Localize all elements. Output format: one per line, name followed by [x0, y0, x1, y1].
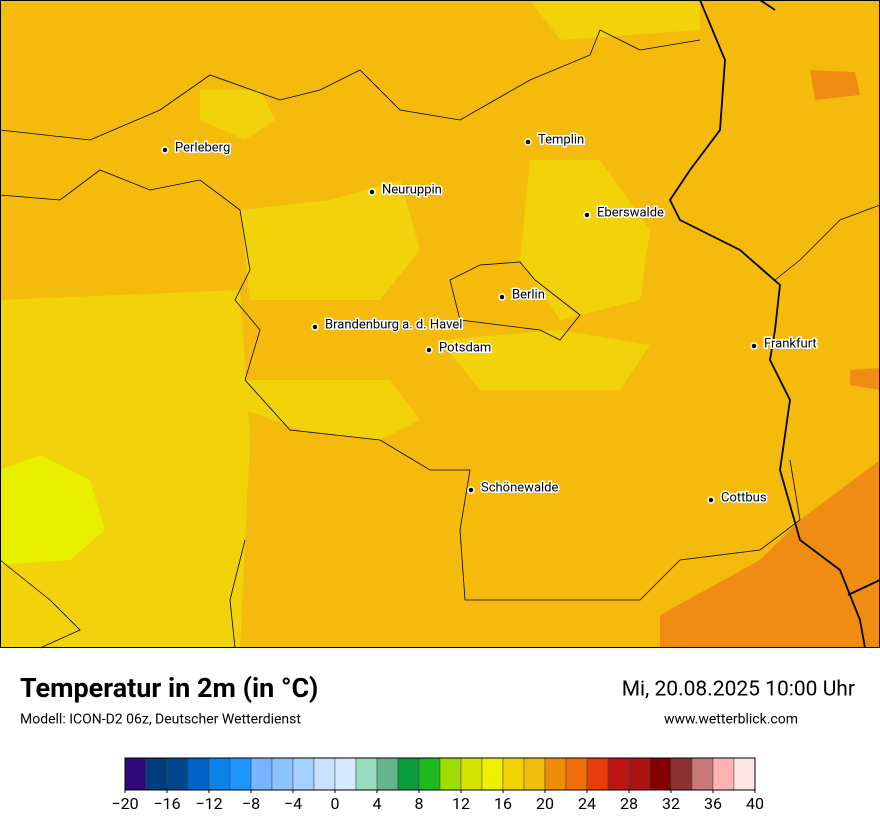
national-border [847, 579, 880, 596]
hot-zone [0, 455, 105, 565]
colorbar-cell [208, 757, 231, 791]
colorbar-cell [334, 757, 357, 791]
city-label: Berlin [512, 287, 545, 302]
city-dot [524, 138, 532, 146]
border [0, 169, 801, 601]
title: Temperatur in 2m (in °C) [20, 672, 318, 704]
date: Mi, 20.08.2025 10:00 Uhr [622, 678, 855, 702]
colorbar-cell [607, 757, 630, 791]
city-label: Potsdam [439, 340, 491, 355]
colorbar-tick-label: 8 [415, 794, 424, 813]
colorbar-tick-label: 20 [536, 794, 554, 813]
colorbar-cell [565, 757, 588, 791]
warm-zone [520, 160, 650, 320]
colorbar-tick-label: 0 [331, 794, 340, 813]
city-label: Eberswalde [597, 205, 664, 220]
warm-zone [530, 0, 700, 40]
city-label: Templin [538, 132, 584, 147]
colorbar-tick-label: −16 [153, 794, 180, 813]
colorbar-tick-label: 32 [662, 794, 680, 813]
colorbar-cell [544, 757, 567, 791]
colorbar-cell [691, 757, 714, 791]
colorbar-cell [502, 757, 525, 791]
warm-zone [240, 180, 420, 300]
colorbar-tick-label: 12 [452, 794, 470, 813]
colorbar-tick-label: −4 [284, 794, 302, 813]
city-dot [750, 342, 758, 350]
hot-zone [850, 368, 880, 390]
colorbar-cell [187, 757, 210, 791]
city-dot [425, 346, 433, 354]
warm-zone [240, 380, 420, 440]
colorbar-cell [292, 757, 315, 791]
colorbar-cell [229, 757, 252, 791]
colorbar-tick-label: −20 [111, 794, 138, 813]
warm-zone [440, 330, 650, 390]
colorbar-cell [313, 757, 336, 791]
city-label: Perleberg [175, 140, 230, 155]
colorbar-cell [733, 757, 756, 791]
colorbar-cell [397, 757, 420, 791]
city-dot [707, 496, 715, 504]
colorbar-cell [628, 757, 651, 791]
colorbar-cell [376, 757, 399, 791]
colorbar-tick-label: 16 [494, 794, 512, 813]
colorbar-cell [460, 757, 483, 791]
city-label: Schönewalde [481, 480, 559, 495]
city-dot [498, 293, 506, 301]
cities: Perleberg Neuruppin Templin Eberswalde Berli… [161, 131, 818, 507]
colorbar-cell [586, 757, 609, 791]
border [0, 559, 81, 649]
website: www.wetterblick.com [664, 712, 798, 728]
colorbar-tick-label: 24 [578, 794, 596, 813]
colorbar-cell [712, 757, 735, 791]
hot-zone [660, 460, 880, 648]
city-dot [368, 188, 376, 196]
border [449, 261, 581, 341]
city-dot [161, 146, 169, 154]
border [774, 204, 880, 281]
colorbar-tick-label: −12 [195, 794, 222, 813]
colorbar-cell [271, 757, 294, 791]
city-dot [311, 323, 319, 331]
colorbar-cell [481, 757, 504, 791]
colorbar-tick-label: 28 [620, 794, 638, 813]
colorbar-cell [166, 757, 189, 791]
border [0, 29, 701, 141]
map: Perleberg Neuruppin Templin Eberswalde Berli… [0, 0, 880, 649]
colorbar-cell [145, 757, 168, 791]
border [229, 539, 246, 649]
colorbar-cell [250, 757, 273, 791]
city-label: Frankfurt [764, 336, 817, 351]
city-dot [583, 211, 591, 219]
city-dot [467, 486, 475, 494]
colorbar-frame [124, 757, 756, 791]
city-label: Brandenburg a. d. Havel [325, 317, 462, 332]
colorbar-cell [124, 757, 147, 791]
national-border [668, 0, 866, 649]
colorbar: −20 −16 −12 −8 −4 0 4 8 12 16 20 24 28 32 36 40 [111, 757, 764, 813]
colorbar-cell [523, 757, 546, 791]
city-label: Cottbus [721, 490, 767, 505]
city-label: Neuruppin [382, 182, 442, 197]
colorbar-tick-label: 40 [746, 794, 764, 813]
colorbar-cell [418, 757, 441, 791]
national-border [759, 0, 776, 11]
colorbar-cell [649, 757, 672, 791]
warm-zone [200, 90, 275, 140]
colorbar-cell [670, 757, 693, 791]
colorbar-tick-label: 4 [373, 794, 382, 813]
colorbar-cell [355, 757, 378, 791]
subtitle: Modell: ICON-D2 06z, Deutscher Wetterdie… [20, 712, 301, 728]
colorbar-tick-label: −8 [242, 794, 260, 813]
colorbar-cell [439, 757, 462, 791]
hot-zone [810, 70, 860, 100]
colorbar-tick-label: 36 [704, 794, 722, 813]
